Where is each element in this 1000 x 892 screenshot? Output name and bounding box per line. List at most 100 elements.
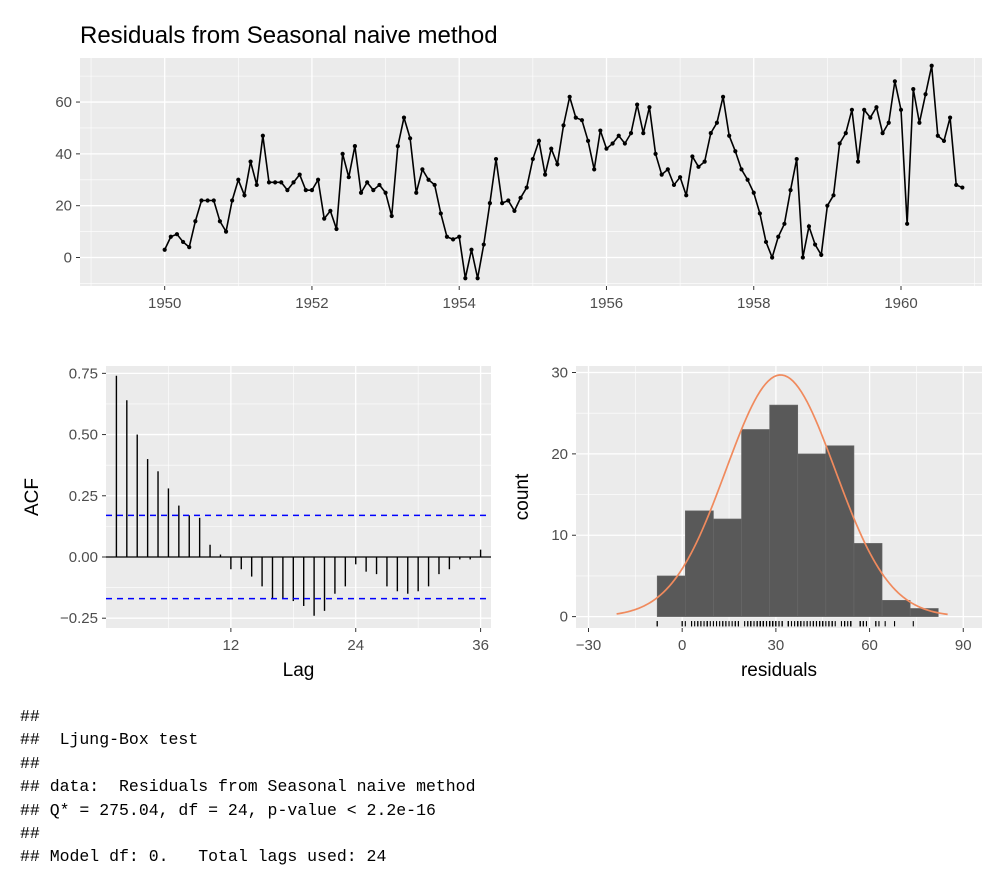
residual-point xyxy=(328,208,333,213)
residual-point xyxy=(285,188,290,193)
residual-point xyxy=(291,180,296,185)
y-tick-label: 10 xyxy=(551,527,568,544)
x-tick-label: 90 xyxy=(955,637,972,654)
residual-point xyxy=(690,154,695,159)
residual-point xyxy=(358,190,364,195)
x-tick-label: 60 xyxy=(861,637,878,654)
residual-point xyxy=(641,131,646,136)
residual-point xyxy=(923,92,928,97)
residual-point xyxy=(819,252,824,258)
residual-point xyxy=(334,226,339,232)
residual-point xyxy=(561,123,566,128)
histogram-bar xyxy=(685,510,714,617)
residual-point xyxy=(653,151,658,156)
residual-point xyxy=(782,221,787,226)
residual-point xyxy=(481,242,486,247)
residual-point xyxy=(788,188,793,193)
y-tick-label: 40 xyxy=(55,146,72,163)
residual-point xyxy=(579,118,585,123)
time-series-panel xyxy=(80,58,982,286)
residual-point xyxy=(898,107,904,112)
histogram-y-axis-label: count xyxy=(512,473,533,520)
residual-point xyxy=(628,131,634,136)
residual-point xyxy=(813,242,818,247)
x-tick-label: 1956 xyxy=(590,295,623,312)
residual-point xyxy=(322,216,327,221)
residual-point xyxy=(518,195,523,201)
y-tick-label: −0.25 xyxy=(60,610,98,627)
residual-point xyxy=(727,133,732,138)
figure: 1950 1952 1954 1956 1958 1960 0 20 40 60 Residuals… xyxy=(22,22,982,681)
console-line: ## data: Residuals from Seasonal naive m… xyxy=(20,777,476,797)
y-tick-label: 0 xyxy=(560,609,568,626)
residual-point xyxy=(236,177,241,182)
y-tick-label: 0.75 xyxy=(69,365,98,382)
residual-point xyxy=(315,177,321,182)
residual-point xyxy=(512,208,517,213)
residual-point xyxy=(678,175,683,180)
residual-point xyxy=(696,164,701,169)
residual-point xyxy=(585,138,591,144)
y-tick-label: 0.50 xyxy=(69,427,98,444)
residual-point xyxy=(500,200,505,206)
residual-point xyxy=(776,234,781,239)
residual-point xyxy=(874,105,879,110)
residual-point xyxy=(745,177,750,182)
residual-point xyxy=(598,128,603,133)
acf-y-axis-label: ACF xyxy=(22,478,43,516)
residual-point xyxy=(592,167,597,172)
residual-point xyxy=(610,141,615,146)
histogram-bar xyxy=(825,445,855,617)
residual-point xyxy=(223,229,229,234)
residual-point xyxy=(702,159,707,164)
console-line: ## Model df: 0. Total lags used: 24 xyxy=(20,847,387,867)
residual-point xyxy=(947,115,953,120)
residual-point xyxy=(862,107,867,112)
histogram-bar xyxy=(769,404,799,617)
residual-point xyxy=(739,167,744,172)
residual-point xyxy=(831,193,836,198)
histogram-bar xyxy=(881,600,911,617)
console-line: ## xyxy=(20,753,40,773)
residual-point xyxy=(843,131,848,136)
residual-point xyxy=(303,188,308,193)
residual-point xyxy=(377,182,382,188)
console-line: ## xyxy=(20,707,40,726)
residual-point xyxy=(432,182,437,188)
residual-point xyxy=(487,200,492,206)
residual-point xyxy=(604,146,609,151)
residual-point xyxy=(457,234,462,239)
residual-point xyxy=(230,198,235,203)
residual-point xyxy=(886,120,891,125)
residual-point xyxy=(450,237,456,242)
residual-point xyxy=(162,247,167,252)
x-tick-label: 30 xyxy=(768,637,785,654)
histogram-bar xyxy=(853,543,883,617)
residual-point xyxy=(960,185,965,190)
residual-point xyxy=(806,224,812,229)
histogram-x-axis-label: residuals xyxy=(741,660,817,681)
x-tick-label: 1950 xyxy=(148,295,181,312)
residual-point xyxy=(506,198,511,203)
residual-point xyxy=(567,94,572,99)
residual-point xyxy=(684,193,689,198)
residual-point xyxy=(935,133,940,138)
residual-point xyxy=(389,213,394,219)
residual-point xyxy=(340,151,345,156)
residual-point xyxy=(868,115,873,120)
residual-point xyxy=(635,102,640,107)
residual-point xyxy=(180,239,186,245)
residual-point xyxy=(217,219,222,224)
residual-point xyxy=(297,172,302,177)
residual-point xyxy=(536,138,542,144)
acf-x-axis-label: Lag xyxy=(283,660,315,681)
y-tick-label: 0 xyxy=(64,250,72,267)
residual-point xyxy=(420,167,425,172)
x-tick-label: 12 xyxy=(223,637,240,654)
residual-point xyxy=(187,245,192,250)
residual-point xyxy=(757,211,762,216)
residual-point xyxy=(193,219,198,224)
residual-point xyxy=(555,162,560,167)
residual-point xyxy=(401,115,407,120)
residual-point xyxy=(463,276,468,281)
